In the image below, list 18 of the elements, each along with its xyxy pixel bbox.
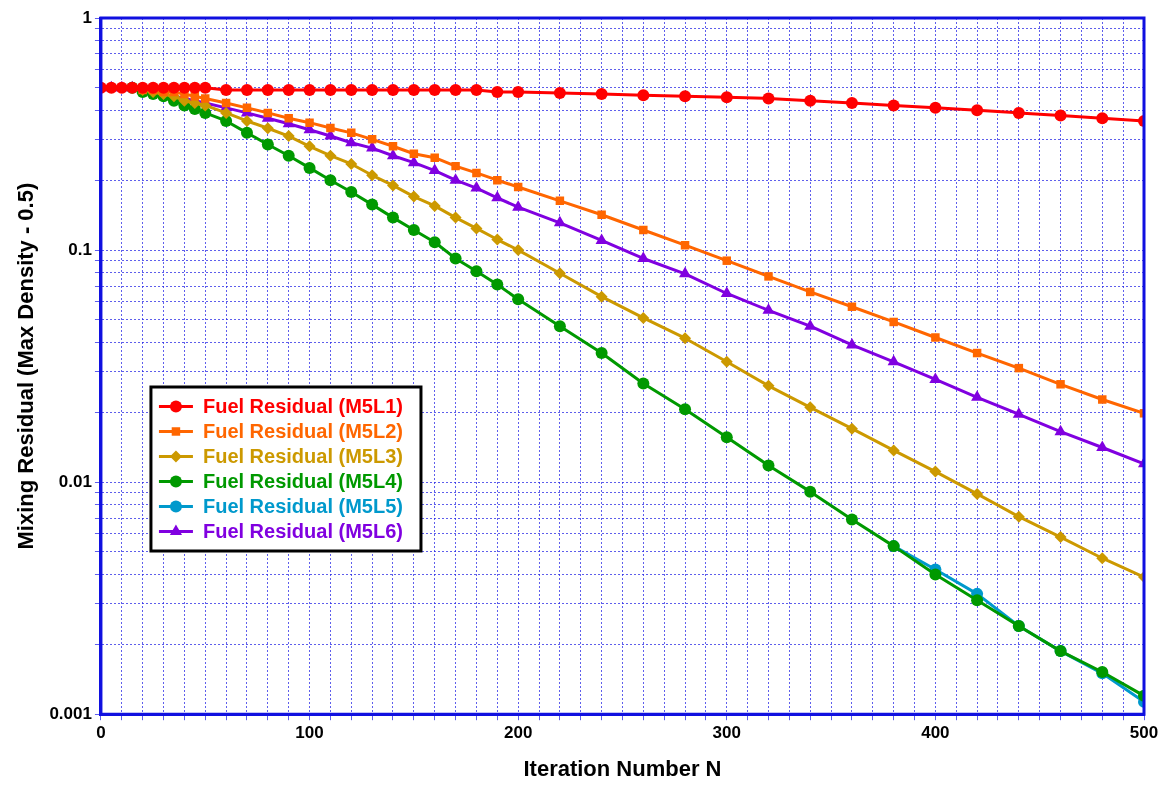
legend-label: Fuel Residual (M5L6) [202,520,403,542]
legend-label: Fuel Residual (M5L4) [202,470,403,492]
x-tick-label: 100 [295,723,324,743]
x-tick-label: 300 [712,723,741,743]
y-tick-label: 1 [82,7,92,27]
y-tick-label: 0.1 [68,239,92,259]
legend-label: Fuel Residual (M5L5) [202,495,403,517]
x-tick-label: 0 [96,723,106,743]
x-tick-label: 200 [503,723,533,743]
y-tick-label: 0.001 [49,703,92,723]
legend-label: Fuel Residual (M5L1) [202,395,403,417]
y-axis-title: Mixing Residual (Max Density - 0.5) [13,182,39,550]
x-tick-label: 500 [1129,723,1159,743]
legend-label: Fuel Residual (M5L2) [202,420,403,442]
y-tick-label: 0.01 [58,471,92,491]
x-tick-label: 400 [921,723,950,743]
x-axis-title: Iteration Number N [523,755,722,781]
legend-label: Fuel Residual (M5L3) [202,445,403,467]
